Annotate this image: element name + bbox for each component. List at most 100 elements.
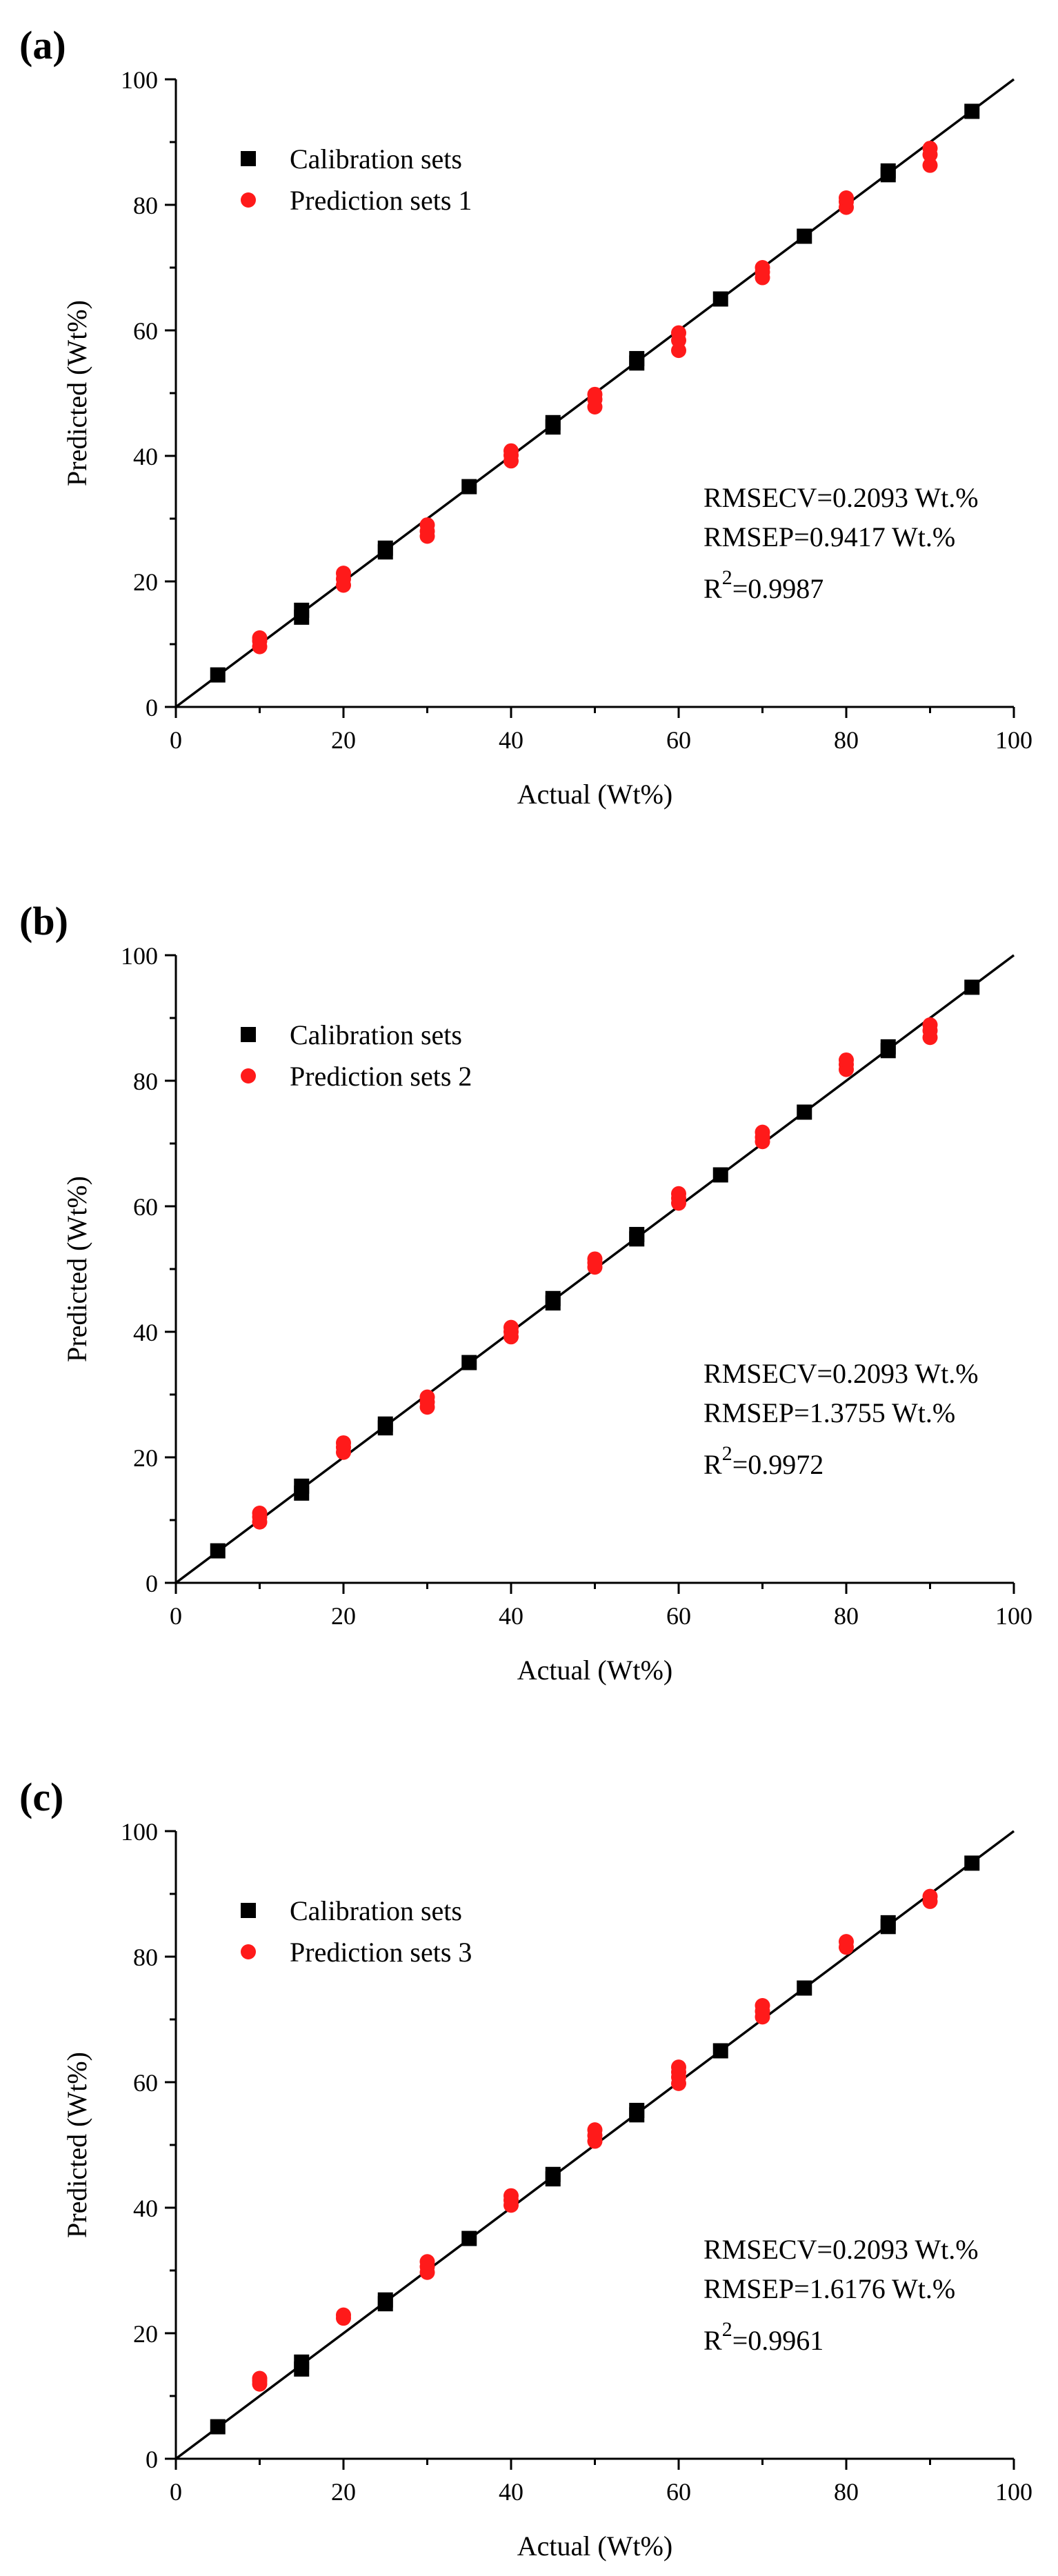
rmsep-annotation: RMSEP=0.9417 Wt.%: [703, 521, 955, 552]
legend-calibration-label: Calibration sets: [290, 1895, 462, 1926]
y-tick-label: 100: [121, 66, 158, 94]
prediction-point: [252, 1505, 268, 1521]
y-tick-label: 40: [133, 443, 158, 470]
chart-panel-c: (c) 0 20 40 60 80 100 0 20 40 60 80 100 Actual (Wt%) P…: [19, 1775, 1032, 2562]
r2-value: =0.9961: [732, 2325, 824, 2356]
prediction-point: [671, 1186, 686, 1201]
x-tick-label: 60: [666, 2478, 691, 2506]
y-tick-label: 80: [133, 192, 158, 219]
y-tick-label: 60: [133, 2069, 158, 2097]
prediction-point: [587, 386, 603, 402]
x-tick-label: 40: [499, 726, 523, 754]
prediction-point: [671, 325, 686, 341]
prediction-point: [922, 1017, 938, 1033]
y-tick-label: 20: [133, 568, 158, 596]
calibration-point: [210, 1543, 226, 1559]
r2-value: =0.9987: [732, 573, 824, 604]
series-prediction: [252, 1017, 938, 1530]
prediction-point: [419, 2254, 435, 2270]
prediction-point: [252, 630, 268, 646]
y-tick-label: 40: [133, 1319, 158, 1346]
calibration-point: [964, 1855, 980, 1871]
legend-calibration-label: Calibration sets: [290, 143, 462, 174]
legend-prediction-label: Prediction sets 1: [290, 185, 472, 216]
calibration-point: [461, 1355, 477, 1370]
chart-panel-a: (a) 0 20 40 60 80 100 0 20 40 60 80 100 Actual (Wt%) P…: [19, 23, 1032, 810]
prediction-point: [755, 1124, 770, 1140]
panel-label: (a): [19, 23, 66, 68]
series-calibration: [210, 1855, 980, 2435]
calibration-point: [294, 1478, 310, 1494]
x-tick-label: 40: [499, 2478, 523, 2506]
prediction-point: [503, 1319, 519, 1335]
y-tick-label: 0: [146, 2446, 158, 2473]
legend-calibration-marker: [241, 151, 256, 166]
y-tick-label: 80: [133, 1068, 158, 1095]
calibration-point: [629, 2102, 645, 2118]
calibration-point: [545, 1290, 561, 1306]
x-tick-label: 40: [499, 1602, 523, 1630]
y-tick-label: 20: [133, 2320, 158, 2348]
legend-prediction-label: Prediction sets 3: [290, 1937, 472, 1968]
prediction-point: [839, 1052, 854, 1068]
legend-calibration-marker: [241, 1903, 256, 1918]
rmsep-annotation: RMSEP=1.3755 Wt.%: [703, 1397, 955, 1428]
calibration-point: [964, 103, 980, 119]
x-axis-title: Actual (Wt%): [517, 1655, 672, 1686]
chart-panel-b: (b) 0 20 40 60 80 100 0 20 40 60 80 100 Actual (Wt%) P…: [19, 899, 1032, 1686]
calibration-point: [797, 228, 812, 244]
calibration-point: [210, 667, 226, 683]
calibration-point: [880, 163, 896, 179]
prediction-point: [587, 2122, 603, 2138]
x-tick-label: 100: [995, 1602, 1032, 1630]
prediction-point: [839, 1934, 854, 1950]
x-axis-title: Actual (Wt%): [517, 2530, 672, 2562]
y-tick-label: 100: [121, 942, 158, 970]
legend-prediction-marker: [241, 1068, 256, 1084]
legend: Calibration sets Prediction sets 2: [241, 1019, 472, 1092]
calibration-point: [294, 2354, 310, 2370]
y-tick-label: 40: [133, 2195, 158, 2222]
prediction-point: [671, 2059, 686, 2075]
y-tick-label: 100: [121, 1818, 158, 1846]
x-tick-label: 60: [666, 726, 691, 754]
prediction-point: [922, 141, 938, 157]
series-prediction: [252, 141, 938, 655]
panel-label: (b): [19, 899, 68, 943]
calibration-point: [461, 2230, 477, 2246]
legend-prediction-marker: [241, 1944, 256, 1959]
calibration-point: [797, 1104, 812, 1120]
r2-superscript: 2: [722, 566, 732, 589]
prediction-point: [587, 1251, 603, 1267]
y-axis-title: Predicted (Wt%): [61, 2052, 92, 2238]
series-prediction: [252, 1888, 938, 2392]
calibration-point: [880, 1915, 896, 1930]
y-tick-label: 60: [133, 317, 158, 345]
r2-value: =0.9972: [732, 1449, 824, 1480]
calibration-point: [797, 1980, 812, 1996]
x-tick-label: 0: [170, 726, 182, 754]
x-tick-label: 20: [331, 726, 356, 754]
x-tick-label: 100: [995, 726, 1032, 754]
calibration-point: [712, 291, 728, 307]
calibration-point: [461, 479, 477, 495]
r2-annotation: R2=0.9961: [703, 2318, 824, 2356]
r2-superscript: 2: [722, 1442, 732, 1465]
x-tick-label: 20: [331, 2478, 356, 2506]
prediction-point: [419, 517, 435, 533]
x-tick-label: 0: [170, 1602, 182, 1630]
prediction-point: [419, 1389, 435, 1405]
calibration-point: [210, 2419, 226, 2435]
prediction-point: [503, 2188, 519, 2204]
panel-label: (c): [19, 1775, 63, 1819]
rmsep-annotation: RMSEP=1.6176 Wt.%: [703, 2273, 955, 2304]
x-tick-label: 20: [331, 1602, 356, 1630]
y-axis-title: Predicted (Wt%): [61, 1176, 92, 1362]
series-calibration: [210, 103, 980, 683]
calibration-point: [712, 2043, 728, 2059]
legend-calibration-label: Calibration sets: [290, 1019, 462, 1050]
calibration-point: [545, 415, 561, 430]
calibration-point: [629, 350, 645, 366]
r2-annotation: R2=0.9987: [703, 566, 824, 604]
rmsecv-annotation: RMSECV=0.2093 Wt.%: [703, 482, 979, 513]
